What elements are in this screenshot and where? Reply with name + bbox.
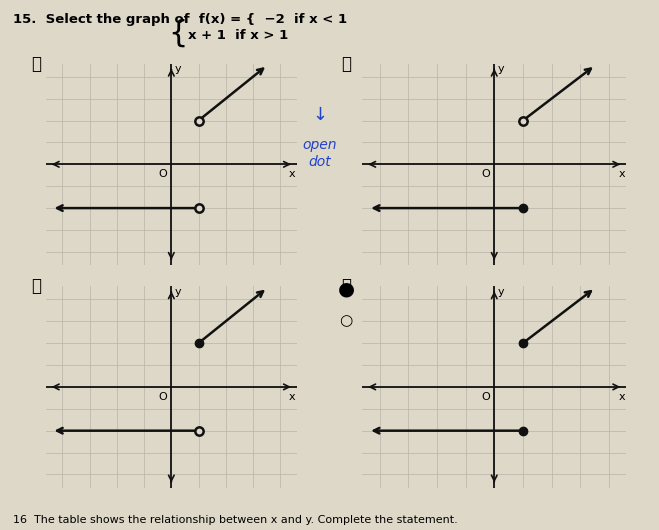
- Text: O: O: [159, 169, 167, 179]
- Text: ○: ○: [339, 313, 353, 328]
- Text: Ⓓ: Ⓓ: [341, 277, 351, 295]
- Text: O: O: [481, 169, 490, 179]
- Text: x: x: [618, 169, 625, 179]
- Text: y: y: [498, 64, 505, 74]
- Text: 16  The table shows the relationship between x and y. Complete the statement.: 16 The table shows the relationship betw…: [13, 515, 458, 525]
- Text: y: y: [498, 287, 505, 297]
- Text: O: O: [481, 392, 490, 402]
- Text: y: y: [175, 64, 181, 74]
- Text: {: {: [168, 19, 187, 48]
- Text: ●: ●: [337, 279, 355, 298]
- Text: x: x: [289, 392, 296, 402]
- Text: Ⓒ: Ⓒ: [31, 277, 42, 295]
- Text: x + 1  if x > 1: x + 1 if x > 1: [188, 29, 288, 42]
- Text: 15.  Select the graph of  f(x) = {  −2  if x < 1: 15. Select the graph of f(x) = { −2 if x…: [13, 13, 347, 26]
- Text: x: x: [618, 392, 625, 402]
- Text: O: O: [159, 392, 167, 402]
- Text: open
dot: open dot: [302, 138, 337, 169]
- Text: x: x: [289, 169, 296, 179]
- Text: y: y: [175, 287, 181, 297]
- Text: ↓: ↓: [312, 106, 327, 124]
- Text: Ⓑ: Ⓑ: [341, 55, 351, 73]
- Text: Ⓐ: Ⓐ: [31, 55, 42, 73]
